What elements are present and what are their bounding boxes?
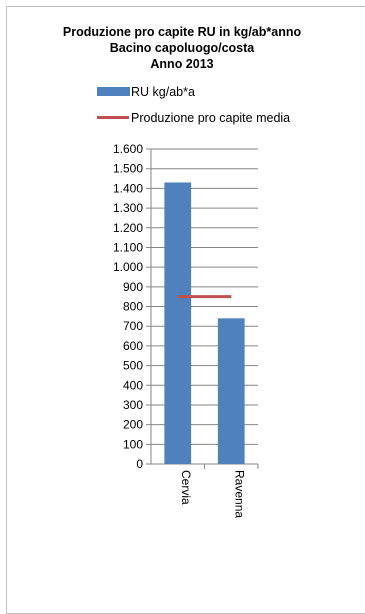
x-tick-label: Ravenna	[232, 470, 246, 518]
legend-bar-swatch	[97, 87, 130, 96]
y-tick-label: 0	[136, 457, 143, 471]
y-tick-label: 500	[123, 359, 143, 373]
y-tick-label: 700	[123, 319, 143, 333]
legend-line-label: Produzione pro capite media	[131, 111, 290, 125]
y-tick-label: 1.500	[113, 162, 143, 176]
plot-area: 0 100 200 300 400 500 600 700 800 900 1.000 1.100 1.…	[113, 142, 259, 518]
y-tick-label: 1.300	[113, 201, 143, 215]
legend-line-swatch	[97, 116, 129, 119]
x-tick-label: Cervia	[179, 470, 193, 505]
y-tick-label: 800	[123, 300, 143, 314]
y-tick-label: 600	[123, 339, 143, 353]
y-tick-label: 200	[123, 418, 143, 432]
chart-title-line-1: Produzione pro capite RU in kg/ab*anno	[63, 25, 302, 39]
legend-bar-label: RU kg/ab*a	[131, 85, 195, 99]
y-tick-label: 300	[123, 398, 143, 412]
y-tick-label: 1.000	[113, 260, 143, 274]
y-tick-label: 1.200	[113, 221, 143, 235]
y-tick-label: 400	[123, 378, 143, 392]
y-tick-label: 1.600	[113, 142, 143, 156]
y-tick-label: 900	[123, 280, 143, 294]
bar	[164, 182, 192, 464]
chart-title-line-2: Bacino capoluogo/costa	[110, 41, 256, 55]
y-tick-label: 1.100	[113, 240, 143, 254]
y-tick-label: 100	[123, 437, 143, 451]
y-tick-label: 1.400	[113, 181, 143, 195]
chart-title-line-3: Anno 2013	[150, 57, 213, 71]
bar	[217, 318, 245, 464]
